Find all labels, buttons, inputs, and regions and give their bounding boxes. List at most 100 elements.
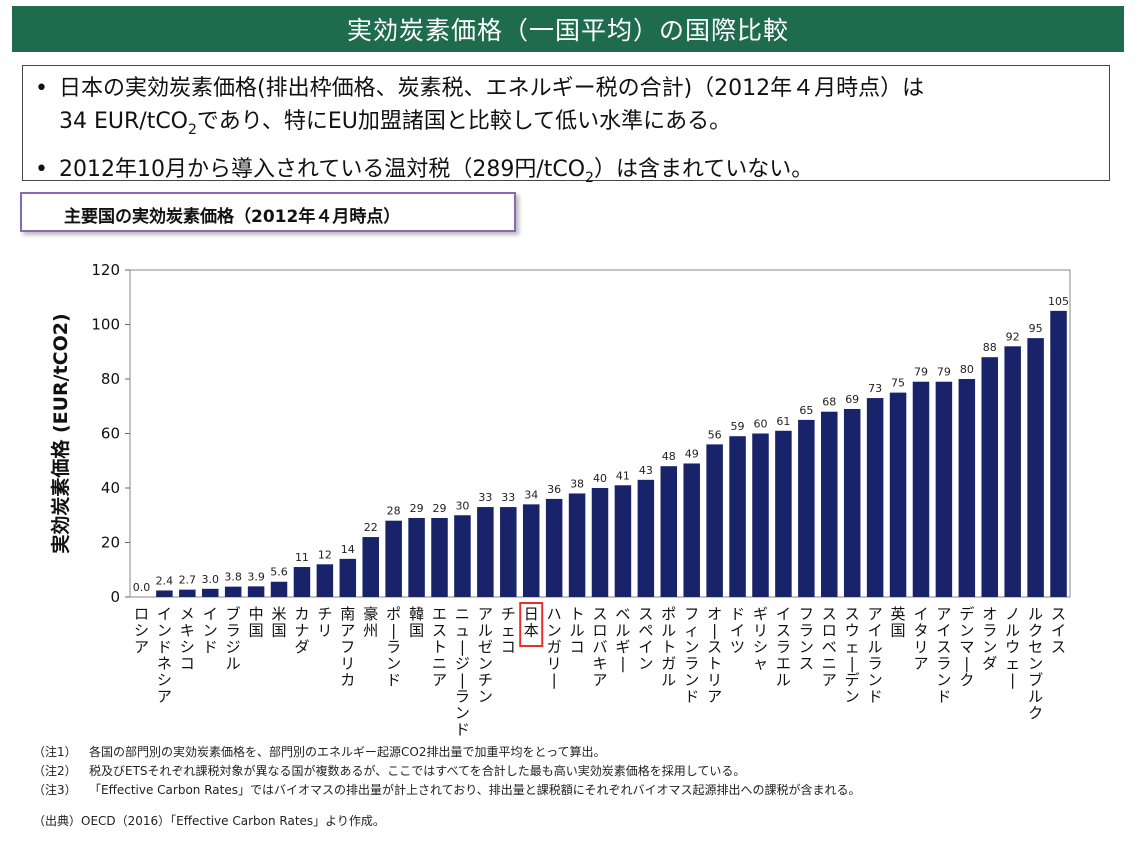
bar-value-label: 0.0 (133, 581, 151, 594)
bar (660, 466, 678, 597)
category-label: ノルウェ| (1005, 605, 1020, 689)
category-label: デンマ|ク (959, 605, 974, 689)
bullet-text: 2012年10月から導入されている温対税（289円/tCO (59, 157, 586, 182)
bullet-text: であり、特にEU加盟諸国と比較して低い水準にある。 (196, 109, 732, 134)
bar (706, 444, 723, 597)
bar (1050, 310, 1067, 597)
category-label: フィンランド (684, 605, 699, 706)
category-label: 南アフリカ (340, 605, 355, 689)
source-note: （出典）OECD（2016）「Effective Carbon Rates」より… (33, 814, 385, 828)
bar-value-label: 33 (478, 491, 492, 504)
bar-value-label: 49 (685, 447, 699, 460)
bar (362, 537, 379, 597)
bar (568, 493, 586, 597)
category-label: メキシコ (180, 605, 195, 673)
category-label: 中国 (249, 605, 264, 640)
category-label: スロバキア (592, 605, 607, 689)
bar-chart: 0 20 40 60 80 100 120 実効炭素価格 (EUR/tCO2) 0.0 ロシア 2.… (49, 261, 1071, 739)
category-label: スウェ|デン (845, 605, 860, 706)
bar (752, 433, 769, 597)
bar (958, 379, 976, 597)
note-row: （注2） 税及びETSそれぞれ課税対象が異なる国が複数あるが、ここではすべてを合計… (33, 762, 861, 781)
category-label: アイルランド (868, 605, 883, 706)
bar (1027, 338, 1044, 597)
bar-value-label: 33 (501, 491, 515, 504)
bar (408, 517, 425, 597)
bar (591, 488, 609, 597)
category-label: アルゼンチン (478, 605, 493, 706)
bar (545, 498, 563, 597)
category-label: スイス (1051, 605, 1066, 656)
bar (477, 507, 494, 597)
bar-value-label: 79 (937, 366, 951, 379)
bar (179, 589, 196, 597)
highlight-box (519, 602, 544, 647)
bar-value-label: 92 (1006, 330, 1020, 343)
bar-value-label: 79 (914, 366, 928, 379)
bar (454, 515, 471, 597)
y-tick-label: 120 (91, 261, 120, 279)
bar-value-label: 11 (295, 551, 309, 564)
bar (912, 381, 930, 597)
bar (270, 581, 288, 597)
bar-value-label: 3.9 (247, 570, 265, 583)
category-label: フランス (799, 605, 814, 673)
bar (798, 419, 815, 597)
bar (247, 586, 265, 597)
note-tag: （注2） (33, 764, 77, 778)
bar-value-label: 73 (868, 382, 882, 395)
bar (614, 485, 632, 597)
category-label: オランダ (982, 605, 997, 673)
bar (522, 504, 540, 597)
subscript: 2 (585, 170, 594, 186)
category-label: エストニア (432, 605, 447, 689)
bar-value-label: 60 (753, 418, 767, 431)
bullet-text: 日本の実効炭素価格(排出枠価格、炭素税、エネルギー税の合計)（2012年４月時点… (59, 76, 925, 101)
bar-value-label: 29 (433, 502, 447, 515)
bar-value-label: 43 (639, 464, 653, 477)
category-label: ルクセンブルク (1028, 605, 1043, 722)
bar-value-label: 59 (731, 420, 745, 433)
bar-value-label: 56 (708, 428, 722, 441)
bar-value-label: 48 (662, 450, 676, 463)
bar-value-label: 75 (891, 377, 905, 390)
category-label: ポルトガル (661, 605, 676, 689)
bar-value-label: 61 (776, 415, 790, 428)
bar (843, 408, 861, 597)
bar (293, 567, 311, 597)
category-label: イスラエル (776, 605, 791, 689)
bullet-text: 34 EUR/tCO (59, 109, 188, 134)
category-label: 韓国 (409, 605, 424, 640)
bar (201, 588, 219, 597)
bar-value-label: 2.7 (179, 574, 197, 587)
bar (821, 411, 838, 597)
bar-value-label: 2.4 (156, 574, 174, 587)
category-label: トルコ (570, 605, 585, 656)
footnotes: （注1） 各国の部門別の実効炭素価格を、部門別のエネルギー起源CO2排出量で加重平… (33, 743, 861, 831)
bar-value-label: 40 (593, 472, 607, 485)
page-title: 実効炭素価格（一国平均）の国際比較 (12, 6, 1124, 52)
category-label: チェコ (501, 605, 516, 656)
y-axis-title: 実効炭素価格 (EUR/tCO2) (49, 313, 72, 553)
category-label: アイスランド (936, 605, 951, 706)
chart-section-label: 主要国の実効炭素価格（2012年４月時点） (20, 192, 516, 232)
note-tag: （注3） (33, 783, 77, 797)
category-label: インド (203, 605, 218, 656)
bar-value-label: 95 (1029, 322, 1043, 335)
bar-value-label: 28 (387, 505, 401, 518)
subscript: 2 (188, 122, 197, 138)
bar-value-label: 3.8 (224, 571, 242, 584)
y-tick-label: 0 (110, 588, 120, 606)
y-tick-label: 60 (101, 425, 120, 443)
category-label: 日本 (524, 605, 539, 640)
category-label: カナダ (294, 605, 309, 656)
bar-value-label: 68 (822, 396, 836, 409)
summary-box: 日本の実効炭素価格(排出枠価格、炭素税、エネルギー税の合計)（2012年４月時点… (22, 65, 1110, 186)
bar (339, 558, 357, 597)
category-label: スロベニア (822, 605, 837, 689)
note-row: （注3） 「Effective Carbon Rates」ではバイオマスの排出量が… (33, 781, 861, 800)
category-label: 豪州 (363, 605, 378, 640)
bar-value-label: 30 (455, 499, 469, 512)
bar (729, 436, 746, 597)
bar-value-label: 5.6 (270, 566, 288, 579)
